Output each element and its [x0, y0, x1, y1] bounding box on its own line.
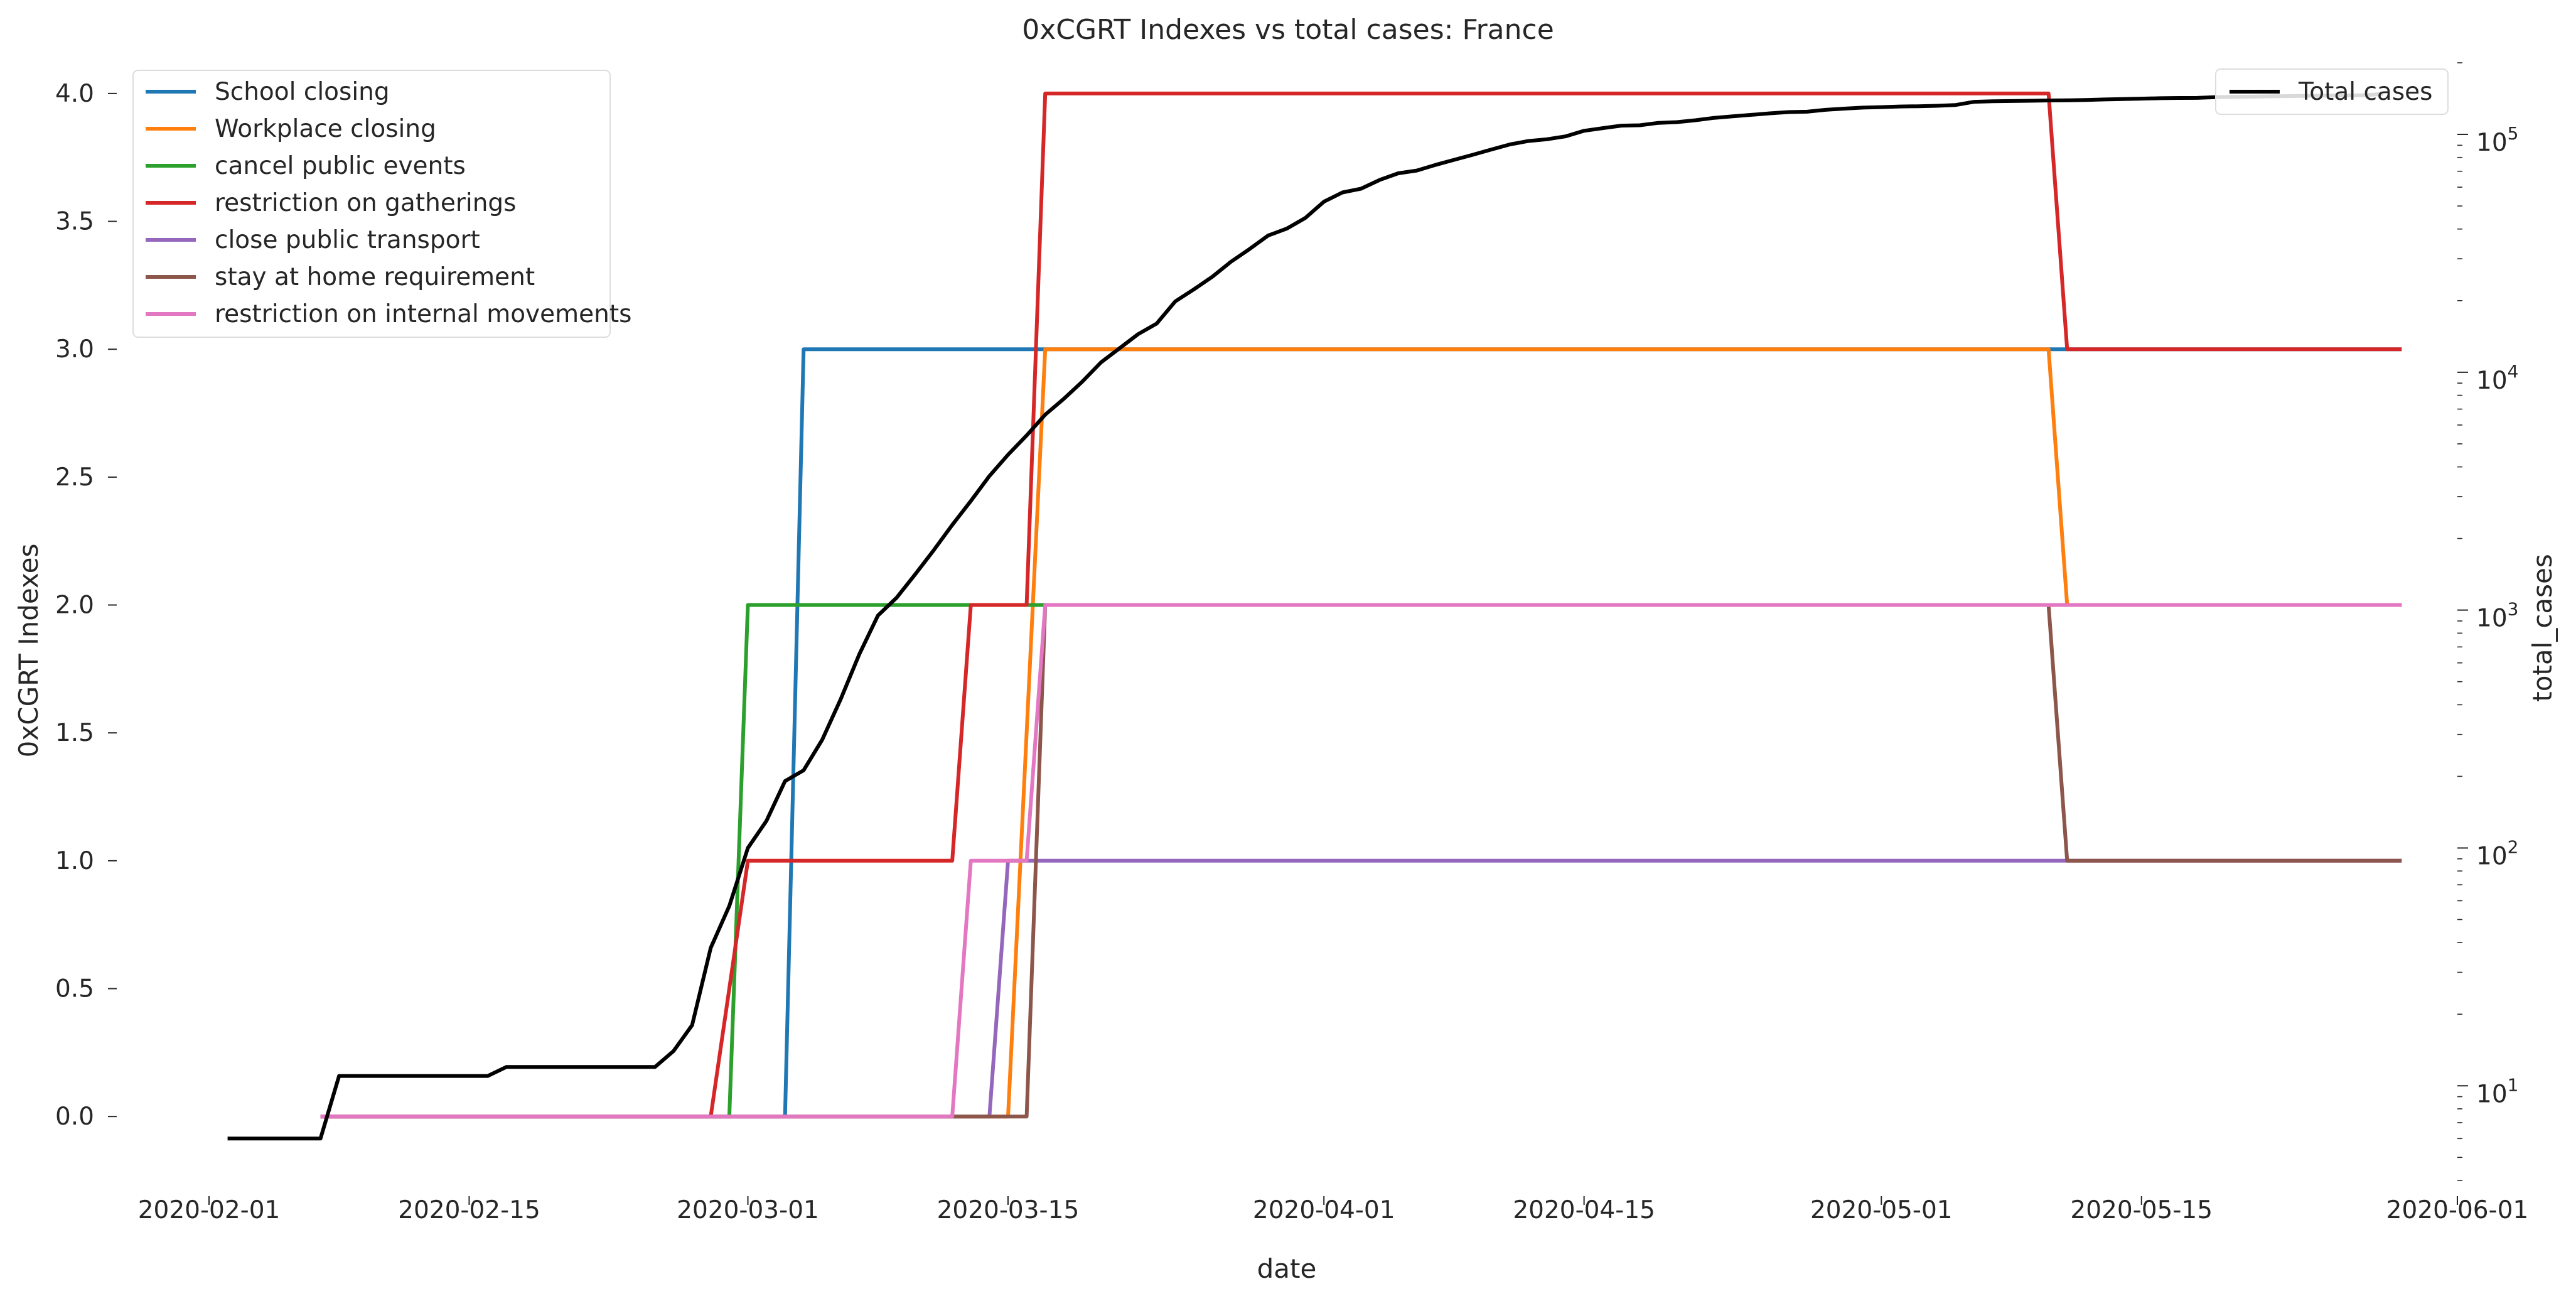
x-tick-label: 2020-03-15 — [937, 1196, 1080, 1224]
x-tick-label: 2020-04-01 — [1253, 1196, 1395, 1224]
x-tick-label: 2020-04-15 — [1513, 1196, 1655, 1224]
legend-label: cancel public events — [215, 152, 466, 180]
legend-right: Total cases — [2215, 68, 2449, 115]
y-left-tick-label: 3.5 — [55, 208, 94, 236]
legend-label: stay at home requirement — [215, 263, 535, 291]
legend-left: School closing Workplace closing cancel pu… — [132, 70, 631, 338]
x-axis-label: date — [1257, 1253, 1317, 1284]
legend-right-frame — [2215, 68, 2449, 115]
y-right-axis-label: total_cases — [2527, 554, 2558, 701]
legend-label: School closing — [215, 78, 390, 106]
x-tick-label: 2020-02-15 — [398, 1196, 540, 1224]
legend-label: Total cases — [2298, 78, 2432, 106]
legend-label: restriction on gatherings — [215, 189, 517, 217]
y-right-tick-label: 103 — [2476, 599, 2518, 633]
series-line-close-public-transport — [320, 858, 2402, 1119]
y-right-tick-label: 101 — [2476, 1074, 2518, 1108]
plot-area — [227, 91, 2402, 1141]
x-tick-label: 2020-03-01 — [677, 1196, 819, 1224]
y-left-tick-label: 4.0 — [55, 80, 94, 108]
y-left-tick-label: 3.0 — [55, 335, 94, 364]
y-left-tick-label: 1.0 — [55, 847, 94, 875]
x-tick-label: 2020-02-01 — [138, 1196, 281, 1224]
y-right-axis: 101 102 103 104 105 — [2457, 62, 2518, 1181]
y-left-tick-label: 0.5 — [55, 975, 94, 1003]
chart-title: 0xCGRT Indexes vs total cases: France — [1022, 14, 1554, 46]
legend-label: Workplace closing — [215, 115, 436, 143]
x-axis: 2020-02-01 2020-02-15 2020-03-01 2020-03-15… — [138, 1196, 2529, 1224]
y-right-tick-label: 102 — [2476, 836, 2518, 870]
legend-label: restriction on internal movements — [215, 300, 631, 328]
x-tick-label: 2020-05-15 — [2070, 1196, 2213, 1224]
series-line-restriction-on-internal-movements — [320, 603, 2402, 1119]
y-right-tick-label: 104 — [2476, 361, 2518, 395]
x-tick-label: 2020-06-01 — [2386, 1196, 2529, 1224]
y-left-tick-label: 2.0 — [55, 591, 94, 620]
y-left-axis: 0.0 0.5 1.0 1.5 2.0 2.5 3.0 3.5 4.0 — [55, 80, 117, 1131]
series-line-restriction-on-gatherings — [320, 91, 2402, 1119]
x-tick-label: 2020-05-01 — [1810, 1196, 1953, 1224]
y-left-tick-label: 1.5 — [55, 719, 94, 747]
legend-label: close public transport — [215, 226, 480, 254]
series-line-school-closing — [320, 347, 2402, 1119]
y-left-axis-label: 0xCGRT Indexes — [13, 544, 44, 758]
y-right-tick-label: 105 — [2476, 123, 2518, 157]
legend-left-frame — [132, 70, 611, 338]
series-line-workplace-closing — [320, 347, 2402, 1119]
y-left-tick-label: 2.5 — [55, 463, 94, 492]
series-line-total-cases — [227, 92, 2383, 1141]
y-left-tick-label: 0.0 — [55, 1103, 94, 1131]
